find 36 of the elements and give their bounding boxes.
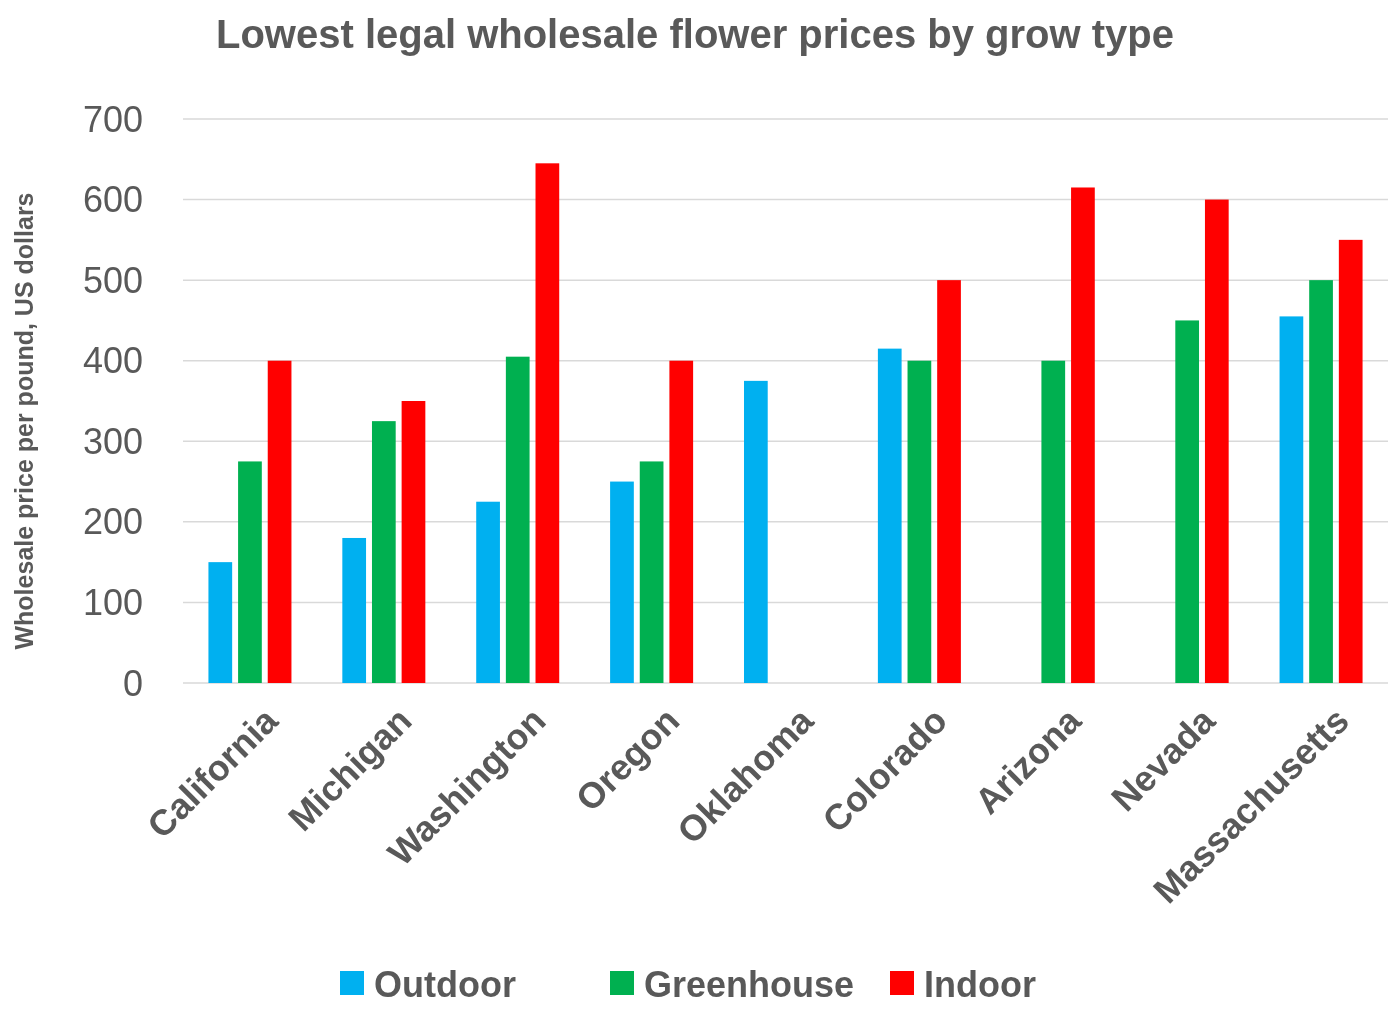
bar xyxy=(907,360,932,683)
bar xyxy=(743,380,768,683)
bar xyxy=(937,280,961,683)
bar xyxy=(238,461,262,683)
bar xyxy=(208,562,233,683)
bar xyxy=(639,461,664,683)
y-tick-label: 700 xyxy=(82,98,143,140)
legend-label: Indoor xyxy=(924,964,1036,1005)
bar xyxy=(371,421,396,683)
y-tick-label: 200 xyxy=(82,501,143,543)
legend-label: Greenhouse xyxy=(644,964,855,1005)
bar xyxy=(476,501,500,683)
y-tick-label: 600 xyxy=(82,179,143,221)
y-tick-label: 100 xyxy=(82,582,143,624)
bar xyxy=(610,481,634,683)
bar xyxy=(342,537,367,683)
y-axis-title: Wholesale price per pound, US dollars xyxy=(10,192,38,650)
bar xyxy=(535,163,560,683)
bar xyxy=(1309,280,1333,683)
legend-label: Outdoor xyxy=(374,964,516,1005)
chart-title: Lowest legal wholesale flower prices by grow type xyxy=(215,12,1175,56)
bar xyxy=(505,356,530,683)
bar xyxy=(1279,316,1304,683)
bar xyxy=(1175,320,1200,683)
bar xyxy=(877,348,902,683)
bar xyxy=(1204,199,1229,683)
y-tick-label: 500 xyxy=(82,259,143,301)
bar xyxy=(1338,239,1363,683)
bar xyxy=(669,360,694,683)
bar xyxy=(267,360,292,683)
bar xyxy=(401,401,426,683)
y-tick-label: 400 xyxy=(82,340,143,382)
y-tick-label: 300 xyxy=(82,420,143,462)
bar xyxy=(1041,360,1066,683)
y-tick-label: 0 xyxy=(122,662,143,704)
bar xyxy=(1071,187,1095,683)
